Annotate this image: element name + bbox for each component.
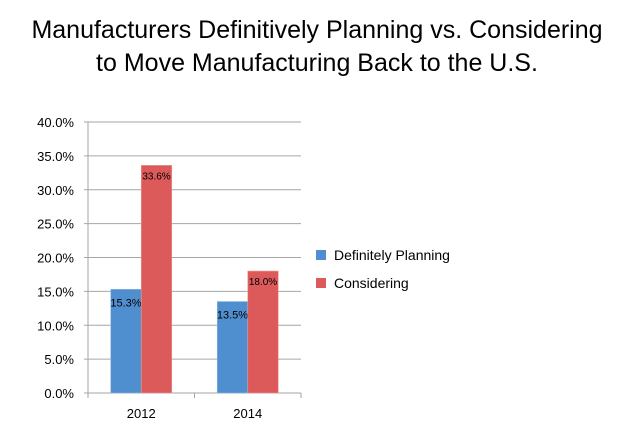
y-tick-label: 5.0% [44,352,74,367]
legend-item-definitely-planning: Definitely Planning [316,247,450,263]
legend-swatch [316,278,326,288]
x-tick-label: 2014 [233,406,262,421]
data-label: 15.3% [110,297,141,309]
y-tick-label: 35.0% [37,149,74,164]
chart-title: Manufacturers Definitively Planning vs. … [0,14,634,80]
legend-label: Definitely Planning [334,247,450,263]
legend-swatch [316,250,326,260]
bar-definitely-planning-2012 [110,289,142,394]
bar-definitely-planning-2014 [216,301,249,394]
bar-considering-2014 [247,270,279,394]
y-tick-label: 10.0% [37,318,74,333]
y-tick-label: 40.0% [37,115,74,130]
data-label: 18.0% [249,277,277,288]
y-tick-label: 30.0% [37,183,74,198]
bar-considering-2012 [140,165,173,394]
y-tick-label: 25.0% [37,217,74,232]
chart-title-line-2: to Move Manufacturing Back to the U.S. [96,49,538,77]
legend-label: Considering [334,275,409,291]
legend-item-considering: Considering [316,275,409,291]
y-tick-label: 20.0% [37,251,74,266]
y-tick-label: 0.0% [44,386,74,401]
data-label: 13.5% [217,310,248,322]
chart-title-line-1: Manufacturers Definitively Planning vs. … [31,16,603,44]
x-tick-label: 2012 [127,406,156,421]
y-tick-label: 15.0% [37,284,74,299]
data-label: 33.6% [142,171,170,182]
